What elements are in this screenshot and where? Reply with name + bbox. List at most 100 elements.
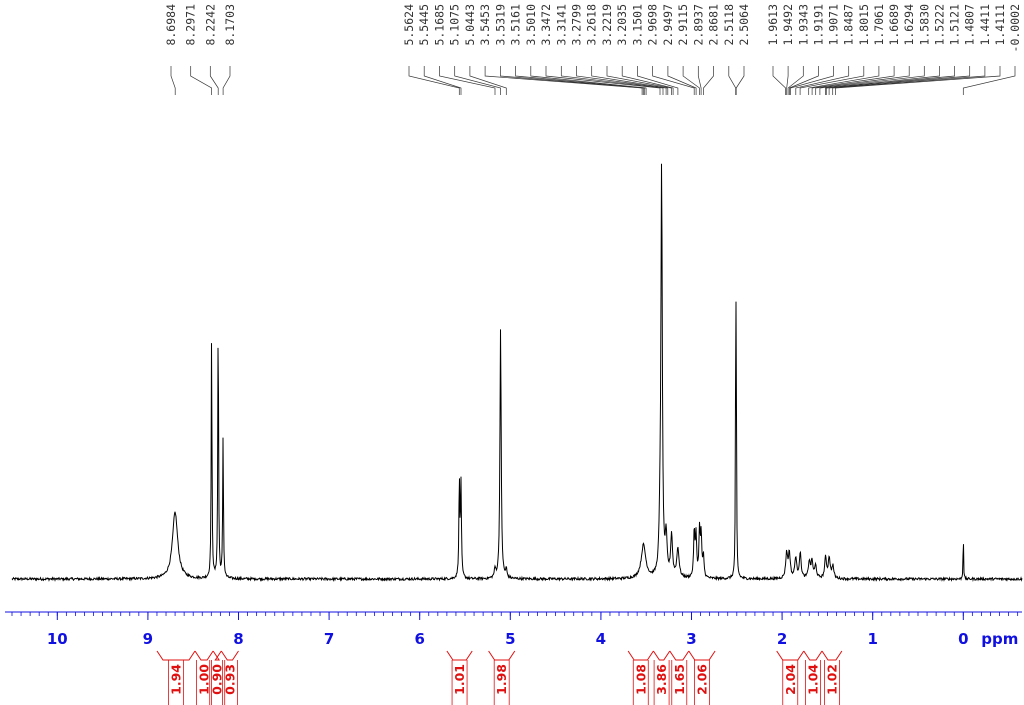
peak-label-leader xyxy=(439,66,496,95)
x-axis-tick-label: 1 xyxy=(867,630,877,648)
integral-value: 1.01 xyxy=(452,664,467,695)
peak-label-leader xyxy=(795,66,850,95)
peak-label-leader xyxy=(703,66,714,95)
x-axis-minor-ticks xyxy=(11,612,1019,616)
peak-label-leader xyxy=(787,66,804,95)
integrals: 1.94 1.000.900.93 1.01 1.98 1.08 3.86 1.65 2.06… xyxy=(156,650,843,705)
peak-label-leader xyxy=(825,66,940,95)
peak-label: 3.2799 xyxy=(570,4,584,46)
peak-label-leader xyxy=(799,66,865,95)
peak-label: 3.2618 xyxy=(585,4,599,46)
x-axis-unit-label: ppm xyxy=(981,630,1018,648)
integral-value: 2.06 xyxy=(694,664,709,695)
peak-label: 1.9343 xyxy=(796,4,810,46)
peak-label-leader xyxy=(682,66,700,95)
integral-value: 1.98 xyxy=(494,664,509,695)
integral-value: 1.02 xyxy=(824,664,839,695)
peak-label: 1.8015 xyxy=(857,4,871,46)
peak-label: 3.3472 xyxy=(539,4,553,46)
peak-label-leader xyxy=(735,66,745,95)
integral-value: 3.86 xyxy=(654,664,669,695)
x-axis-tick-label: 6 xyxy=(414,630,424,648)
integral-bracket xyxy=(688,650,716,661)
peak-label: 5.5624 xyxy=(402,4,416,46)
integral-bracket xyxy=(194,650,214,661)
integral-bracket xyxy=(446,650,473,661)
integral-bracket xyxy=(803,650,823,661)
spectrum-trace xyxy=(11,163,1023,583)
peak-label-leader xyxy=(637,66,679,95)
peak-label-leader xyxy=(728,66,737,95)
peak-label: 5.5445 xyxy=(417,4,431,46)
integral-bracket xyxy=(488,650,516,661)
peak-label-leader xyxy=(500,66,644,95)
x-axis: 10 9 8 7 6 5 4 3 2 1 0 ppm xyxy=(5,611,1022,648)
peak-label-leader xyxy=(819,66,925,95)
peak-label-leader xyxy=(811,66,895,95)
integral-bracket xyxy=(627,650,654,661)
integral-bracket xyxy=(156,650,196,661)
peak-label: 5.1075 xyxy=(448,4,462,46)
x-axis-tick-label: 4 xyxy=(596,630,606,648)
peak-label: 3.1501 xyxy=(630,4,644,46)
peak-label: 8.2971 xyxy=(184,4,198,46)
peak-label: -0.0002 xyxy=(1008,4,1022,52)
peak-labels: 8.6984 8.2971 8.2242 8.1703 5.5624 5.5445 5.16… xyxy=(164,4,1022,53)
peak-label: 1.5830 xyxy=(917,4,931,46)
peak-label: 3.5453 xyxy=(478,4,492,46)
peak-label: 2.8937 xyxy=(691,4,705,46)
integral-value: 1.65 xyxy=(672,664,687,695)
peak-label-leader xyxy=(408,66,460,95)
peak-label: 2.8681 xyxy=(707,4,721,46)
peak-label: 2.5118 xyxy=(722,4,736,46)
peak-label: 3.5319 xyxy=(493,4,507,46)
peak-label-leader xyxy=(825,66,955,95)
x-axis-tick-label: 0 xyxy=(958,630,968,648)
x-axis-tick-label: 10 xyxy=(47,630,68,648)
peak-label-leader xyxy=(576,66,667,95)
peak-label: 8.6984 xyxy=(164,4,178,46)
peak-label: 1.4411 xyxy=(978,4,992,46)
peak-label: 1.6689 xyxy=(887,4,901,46)
peak-label-leader xyxy=(815,66,910,95)
x-axis-tick-label: 2 xyxy=(777,630,787,648)
peak-label: 1.5121 xyxy=(948,4,962,46)
x-axis-tick-labels: 10 9 8 7 6 5 4 3 2 1 0 xyxy=(47,630,969,648)
peak-label-leader xyxy=(423,66,462,95)
peak-label: 5.0443 xyxy=(463,4,477,46)
peak-label: 1.5222 xyxy=(933,4,947,46)
peak-label-leader xyxy=(697,66,702,95)
peak-label: 1.4111 xyxy=(993,4,1007,46)
peak-label: 2.9497 xyxy=(661,4,675,46)
integral-value: 1.04 xyxy=(805,664,820,695)
peak-label-leader xyxy=(772,66,786,95)
integral-bracket xyxy=(669,650,690,661)
peak-label-leader xyxy=(652,66,695,95)
peak-label: 1.6294 xyxy=(902,4,916,46)
peak-label: 2.9115 xyxy=(676,4,690,46)
peak-label-leader xyxy=(835,66,1001,95)
x-axis-tick-label: 9 xyxy=(143,630,153,648)
peak-label-leader xyxy=(190,66,212,95)
peak-label: 5.1685 xyxy=(433,4,447,46)
peak-label-leader xyxy=(789,66,819,95)
integral-bracket xyxy=(652,650,671,661)
peak-label-leader xyxy=(621,66,674,95)
x-axis-tick-label: 7 xyxy=(324,630,334,648)
integral-value: 2.04 xyxy=(783,664,798,695)
peak-label-leader xyxy=(515,66,646,95)
peak-label-leader xyxy=(667,66,697,95)
x-axis-tick-label: 5 xyxy=(505,630,515,648)
integral-value: 0.90 xyxy=(210,664,225,695)
peak-label-leader xyxy=(828,66,971,95)
peak-label-leader xyxy=(222,66,231,95)
integral-value: 1.00 xyxy=(197,664,212,695)
peak-label: 3.2219 xyxy=(600,4,614,46)
peak-label: 1.9071 xyxy=(827,4,841,46)
peak-label: 1.9191 xyxy=(811,4,825,46)
peak-label-leader xyxy=(606,66,672,95)
peak-label-leader xyxy=(832,66,986,95)
x-axis-tick-label: 8 xyxy=(233,630,243,648)
x-axis-tick-label: 3 xyxy=(686,630,696,648)
